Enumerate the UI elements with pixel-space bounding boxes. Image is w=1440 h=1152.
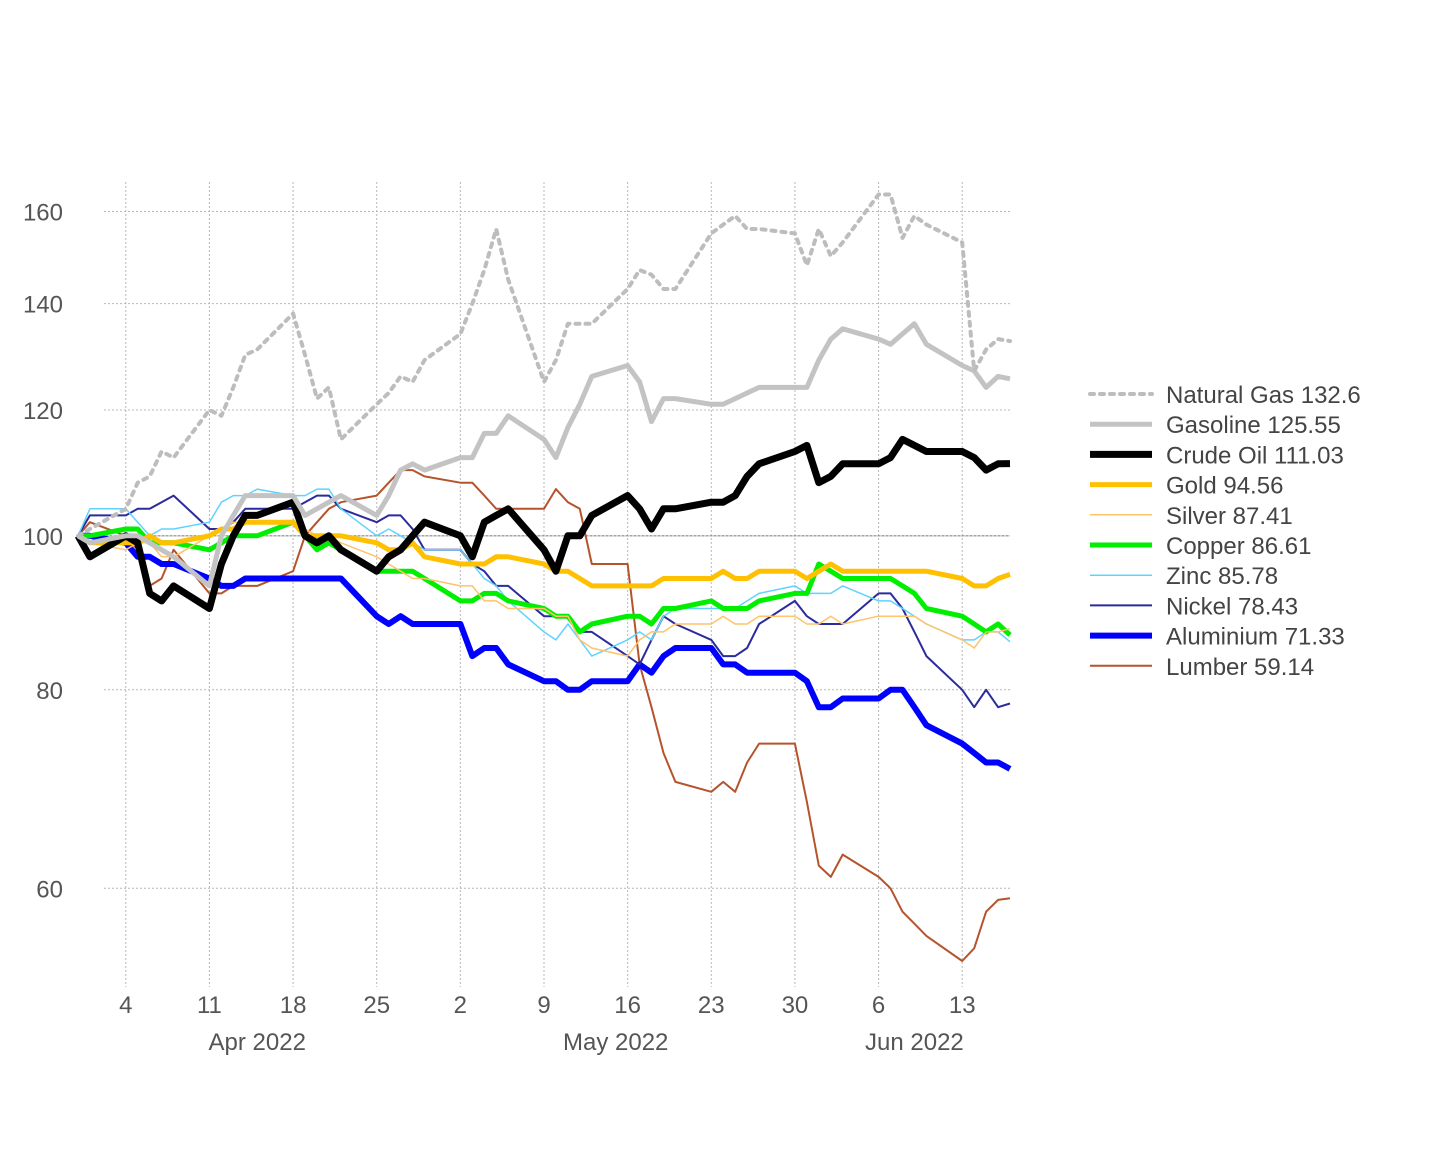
legend-label-silver: Silver 87.41 bbox=[1166, 503, 1293, 530]
x-tick-label: 16 bbox=[614, 992, 641, 1019]
legend: Natural Gas 132.6 Gasoline 125.55 Crude Oi… bbox=[1088, 382, 1361, 681]
legend-label-natural-gas: Natural Gas 132.6 bbox=[1166, 382, 1361, 409]
series-line-natural-gas bbox=[76, 192, 1012, 538]
legend-label-crude-oil: Crude Oil 111.03 bbox=[1166, 442, 1344, 469]
x-tick-label: 4 bbox=[119, 992, 132, 1019]
legend-label-lumber: Lumber 59.14 bbox=[1166, 654, 1314, 681]
legend-label-zinc: Zinc 85.78 bbox=[1166, 563, 1278, 590]
y-tick-label: 140 bbox=[23, 292, 63, 319]
x-tick-label: 2 bbox=[454, 992, 467, 1019]
y-tick-label: 60 bbox=[36, 876, 63, 903]
x-tick-label: 25 bbox=[363, 992, 390, 1019]
y-tick-label: 160 bbox=[23, 200, 63, 227]
month-label: Apr 2022 bbox=[209, 1029, 306, 1056]
legend-label-copper: Copper 86.61 bbox=[1166, 533, 1311, 560]
legend-label-gold: Gold 94.56 bbox=[1166, 473, 1283, 500]
x-tick-label: 18 bbox=[280, 992, 307, 1019]
month-label: Jun 2022 bbox=[865, 1029, 964, 1056]
series-line-aluminium bbox=[78, 532, 1012, 772]
x-tick-label: 6 bbox=[872, 992, 885, 1019]
x-tick-label: 30 bbox=[782, 992, 809, 1019]
x-tick-label: 9 bbox=[537, 992, 550, 1019]
series-line-gasoline bbox=[76, 321, 1011, 589]
series-lines bbox=[74, 192, 1012, 962]
y-tick-label: 80 bbox=[36, 678, 63, 705]
month-label: May 2022 bbox=[563, 1029, 668, 1056]
legend-label-gasoline: Gasoline 125.55 bbox=[1166, 412, 1341, 439]
series-line-crude-oil bbox=[74, 435, 1011, 612]
legend-label-aluminium: Aluminium 71.33 bbox=[1166, 624, 1345, 651]
legend-label-nickel: Nickel 78.43 bbox=[1166, 593, 1298, 620]
grid bbox=[78, 182, 1010, 987]
y-tick-label: 100 bbox=[23, 524, 63, 551]
x-tick-label: 23 bbox=[698, 992, 725, 1019]
x-tick-label: 11 bbox=[197, 992, 222, 1019]
axes: 60 80 100 120 140 160 4 11 18 25 2 9 16 23 30 6 13 Apr 20… bbox=[23, 200, 976, 1056]
series-line-zinc bbox=[77, 488, 1011, 657]
x-tick-label: 13 bbox=[949, 992, 976, 1019]
y-tick-label: 120 bbox=[23, 398, 63, 425]
